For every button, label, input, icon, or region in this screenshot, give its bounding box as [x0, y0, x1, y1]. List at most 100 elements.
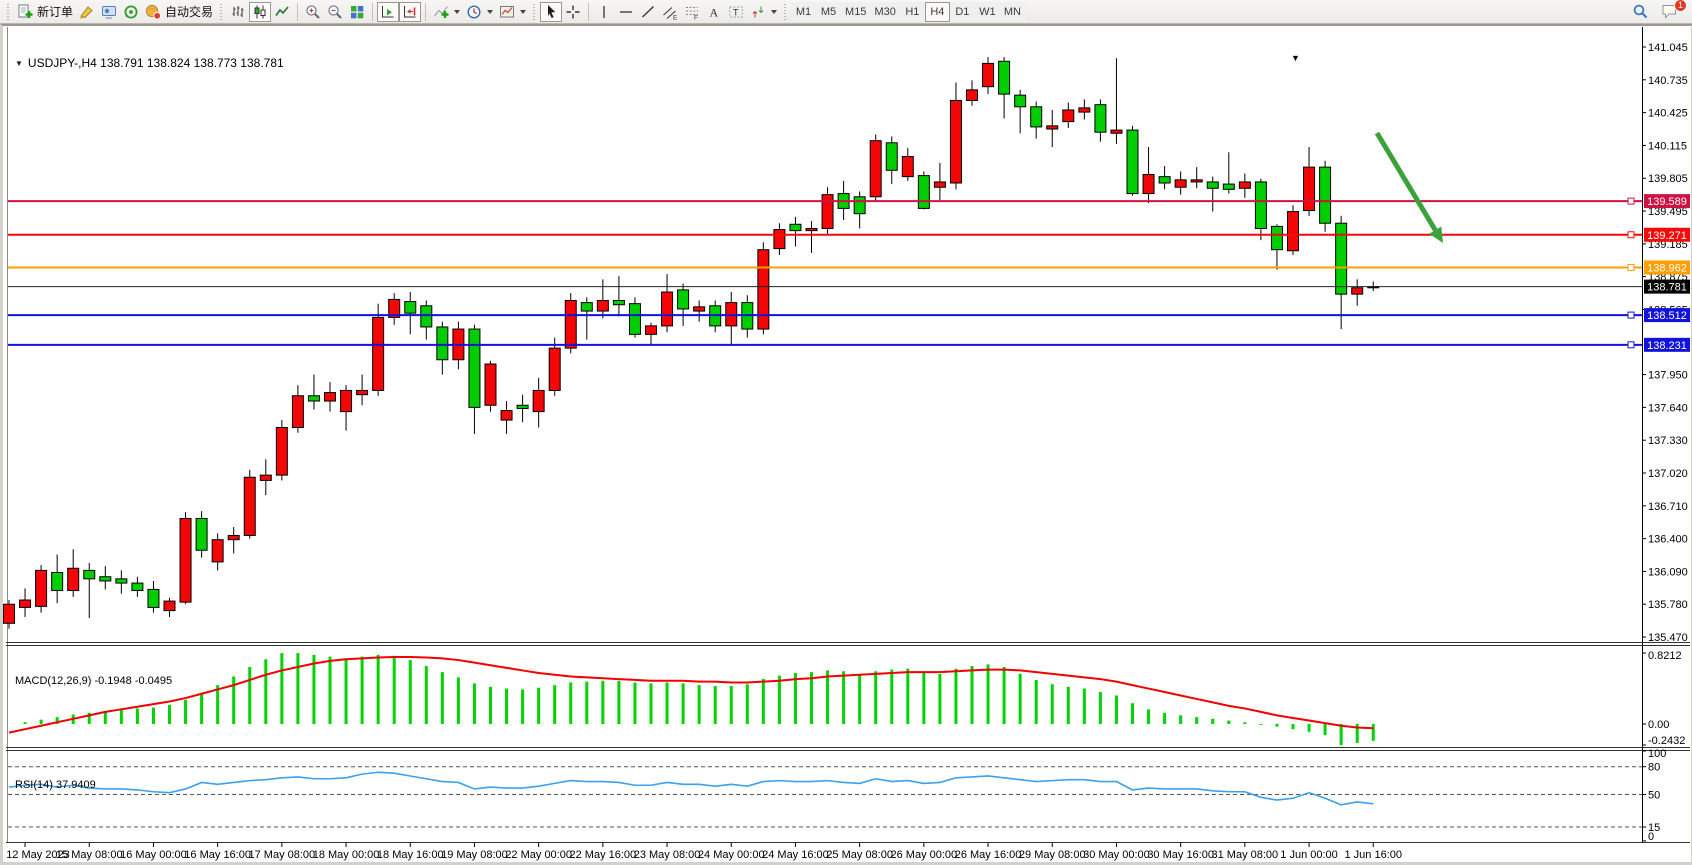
autotrading-label: 自动交易: [165, 5, 214, 19]
zoom-out-icon: [328, 4, 342, 19]
auto-scroll-button[interactable]: [377, 1, 400, 22]
price-tick-label: 137.950: [1648, 370, 1688, 382]
fibonacci-icon: F: [686, 6, 699, 20]
candle-up: [949, 99, 962, 184]
candle-up: [324, 392, 336, 402]
candle-up: [1142, 174, 1155, 195]
bar-chart-button[interactable]: [227, 2, 249, 22]
candle-down: [1094, 104, 1107, 133]
cursor-button[interactable]: [540, 1, 563, 22]
chart-menu-arrow-icon[interactable]: ▼: [1291, 53, 1300, 63]
candlestick-button[interactable]: [249, 1, 272, 22]
equidistant-channel-button[interactable]: E: [659, 2, 681, 22]
tab-timeframe-D1[interactable]: D1: [949, 1, 975, 22]
line-chart-button[interactable]: [271, 2, 293, 22]
tab-timeframe-M30[interactable]: M30: [870, 1, 900, 22]
chart-shift-button[interactable]: [399, 1, 422, 22]
arrows-button[interactable]: [747, 2, 780, 22]
tab-timeframe-H4[interactable]: H4: [924, 1, 950, 22]
candle-up: [1351, 287, 1364, 295]
date-label: 12 May 2023: [6, 849, 70, 861]
candle-down: [516, 404, 529, 409]
fibonacci-button[interactable]: F: [681, 2, 703, 22]
chart-collapse-icon[interactable]: ▼: [15, 58, 23, 68]
toolbar-grip4[interactable]: [783, 3, 789, 20]
plot-background: [8, 27, 1642, 842]
candle-down: [998, 60, 1011, 95]
line-handle[interactable]: [1627, 311, 1635, 319]
candle-up: [548, 347, 561, 391]
rsi-tick-label: 0: [1648, 831, 1654, 843]
candle-up: [1110, 129, 1123, 134]
new-order-button[interactable]: 新订单: [14, 2, 76, 22]
trendline-button[interactable]: [637, 2, 659, 22]
candle-down: [789, 223, 802, 232]
candle-up: [1190, 179, 1203, 183]
horizontal-line-button[interactable]: [615, 2, 637, 22]
indicators-button[interactable]: [430, 2, 463, 22]
candle-down: [1030, 106, 1043, 128]
line-handle[interactable]: [1627, 263, 1635, 271]
candle-up: [211, 539, 224, 563]
date-label: 26 May 16:00: [955, 849, 1022, 861]
line-handle[interactable]: [1627, 341, 1635, 349]
search-button[interactable]: [1629, 2, 1652, 22]
crosshair-button[interactable]: [562, 2, 584, 22]
zoom-in-button[interactable]: [302, 2, 324, 22]
trend-arrow-line[interactable]: [1374, 131, 1438, 232]
price-tick-label: 137.330: [1648, 435, 1688, 447]
tab-timeframe-MN[interactable]: MN: [999, 1, 1025, 22]
metaeditor-icon: [102, 5, 117, 18]
periods-button[interactable]: [463, 2, 496, 22]
trend-arrow-head[interactable]: [1429, 226, 1443, 243]
tab-timeframe-M15[interactable]: M15: [841, 1, 871, 22]
price-tag-138.512: [1644, 308, 1690, 323]
styler-button[interactable]: [76, 2, 98, 22]
candle-up: [1046, 125, 1059, 130]
text-button[interactable]: A: [703, 2, 725, 22]
tab-timeframe-M5[interactable]: M5: [816, 1, 842, 22]
metaeditor-button[interactable]: [98, 2, 120, 22]
toolbar-grip2[interactable]: [219, 3, 225, 20]
price-tick-label: 137.020: [1648, 468, 1688, 480]
line-handle[interactable]: [1627, 231, 1635, 239]
toolbar-grip[interactable]: [6, 3, 11, 20]
candle-down: [1014, 94, 1027, 108]
svg-text:F: F: [694, 14, 698, 20]
toolbar-grip3[interactable]: [532, 3, 538, 20]
candle-up: [901, 156, 914, 178]
tile-windows-button[interactable]: [346, 2, 368, 22]
tab-timeframe-W1[interactable]: W1: [974, 1, 1000, 22]
zoom-out-button[interactable]: [324, 2, 346, 22]
text-label-button[interactable]: T: [725, 2, 747, 22]
price-tag-label: 138.231: [1647, 340, 1687, 352]
candle-up: [596, 299, 609, 312]
notifications-button[interactable]: 1: [1658, 0, 1687, 22]
rsi-line: [8, 771, 1374, 806]
candle-up: [773, 229, 786, 250]
candle-down: [917, 175, 930, 209]
tab-timeframe-M1[interactable]: M1: [791, 1, 817, 22]
candle-down: [1254, 181, 1267, 230]
line-handle[interactable]: [1627, 197, 1635, 205]
candle-up: [693, 306, 706, 312]
chart-canvas[interactable]: 141.045 140.735 140.425 140.115 139.805 139.4…: [2, 26, 1690, 863]
autotrading-button[interactable]: 自动交易: [142, 2, 216, 22]
signals-button[interactable]: [120, 2, 142, 22]
candle-up: [805, 228, 818, 232]
svg-text:T: T: [733, 7, 739, 17]
signals-icon: [124, 5, 138, 18]
candle-up: [1174, 179, 1187, 188]
indicators-caret: [454, 9, 461, 14]
templates-button[interactable]: [496, 2, 529, 22]
line-chart-icon: [275, 5, 289, 16]
chart-title-row: ▼ USDJPY-,H4 138.791 138.824 138.773 138…: [15, 56, 284, 70]
periods-icon: [467, 4, 481, 19]
candle-down: [307, 395, 320, 402]
date-label: 23 May 08:00: [634, 849, 701, 861]
tab-timeframe-H1[interactable]: H1: [899, 1, 925, 22]
text-label-icon: T: [729, 6, 743, 17]
autotrading-icon: [145, 4, 162, 20]
vertical-line-button[interactable]: [593, 2, 615, 22]
